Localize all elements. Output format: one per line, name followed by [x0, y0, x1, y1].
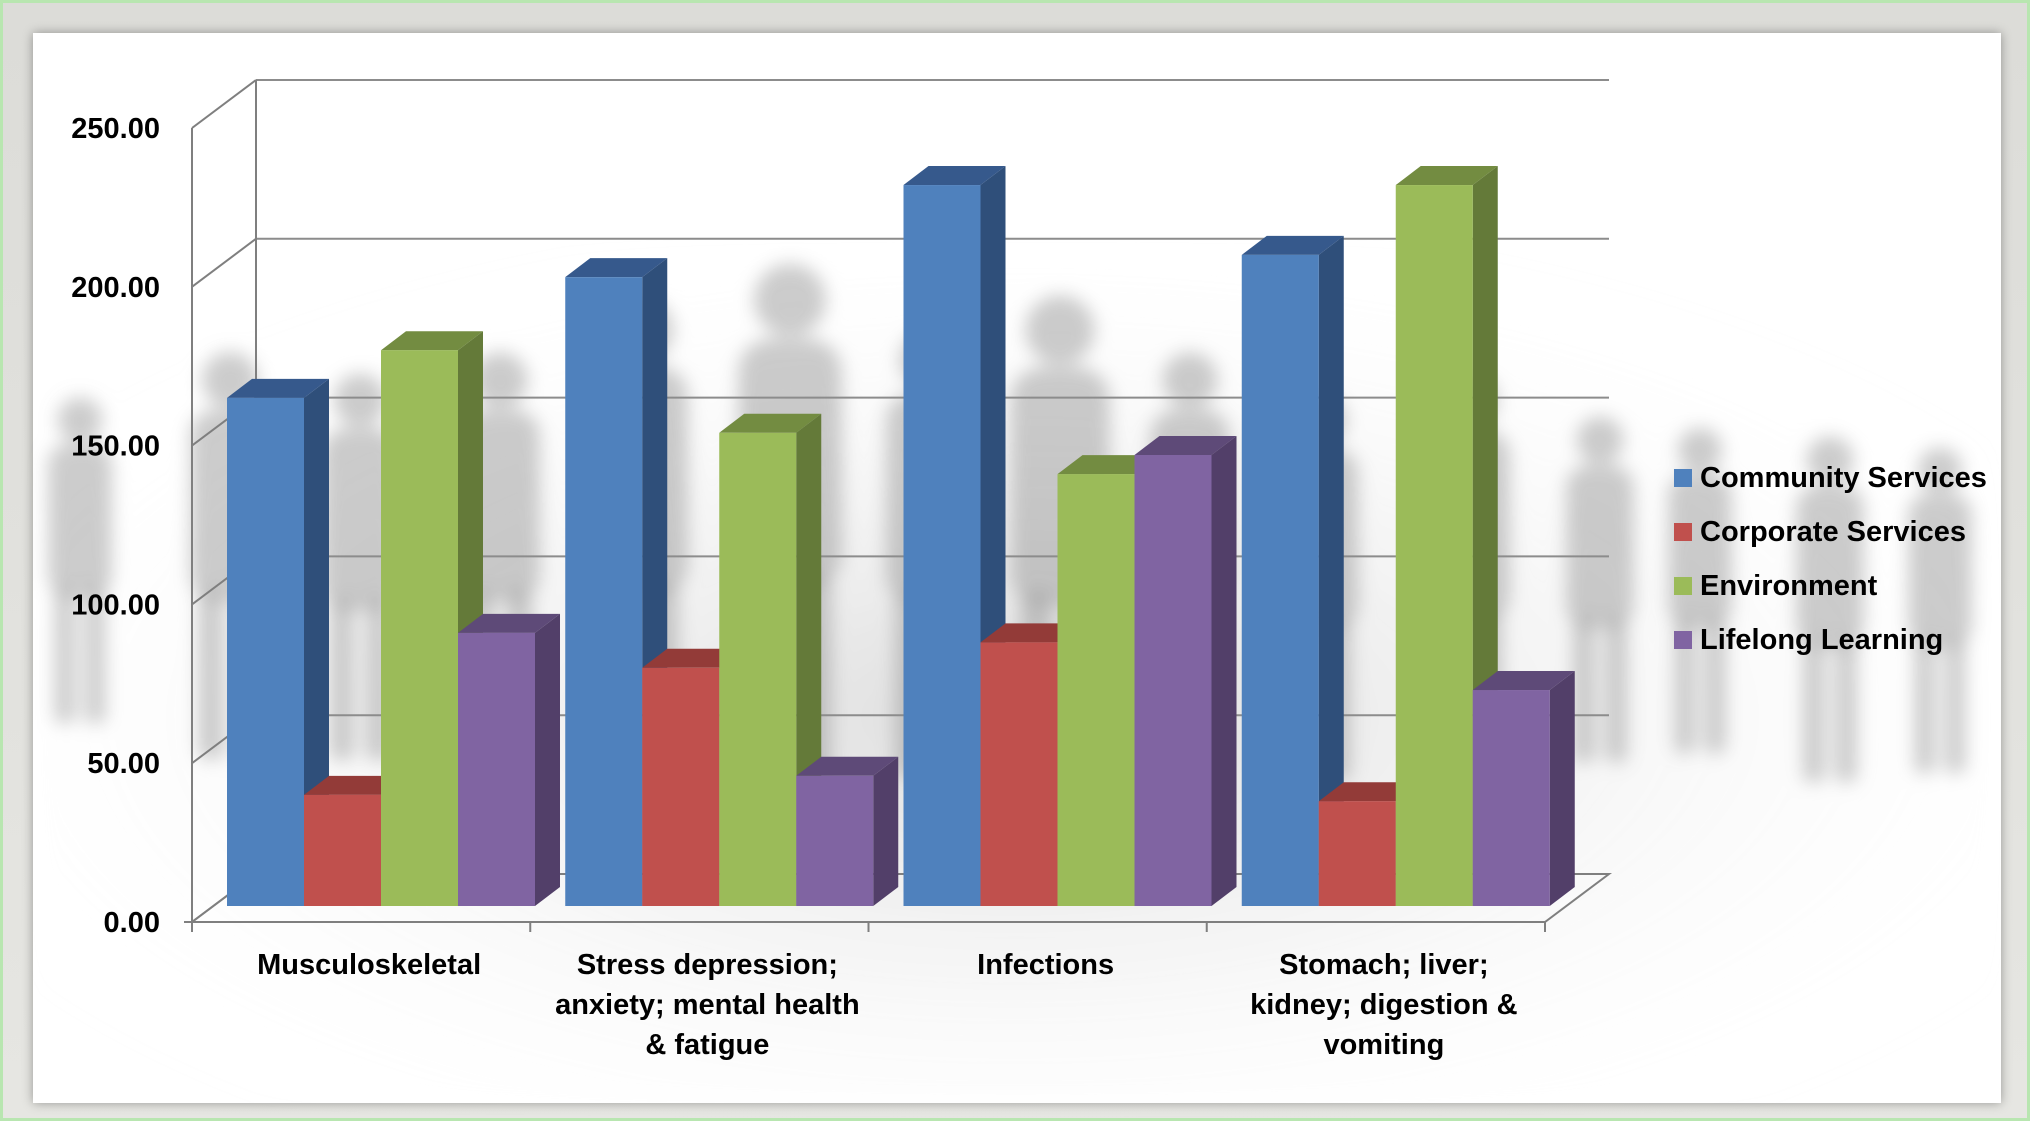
bar-top	[719, 413, 822, 433]
y-tick-label: 250.00	[71, 113, 160, 145]
bar-front	[1241, 254, 1319, 907]
y-tick-label: 0.00	[104, 907, 160, 939]
bar	[1241, 235, 1344, 907]
legend-label: Environment	[1700, 570, 1878, 602]
bars	[227, 166, 1575, 907]
bar-top	[1395, 166, 1498, 186]
legend-item: Community Services	[1674, 462, 1987, 494]
bar-top	[227, 378, 329, 398]
silhouette-figure	[48, 397, 112, 724]
bar-top	[1318, 782, 1421, 802]
y-tick-label: 50.00	[87, 748, 160, 780]
bar-side	[873, 756, 899, 906]
bar	[796, 756, 899, 906]
bar	[1395, 166, 1498, 907]
legend-swatch	[1674, 577, 1692, 595]
bar-top	[1057, 455, 1160, 475]
silhouette-figure	[1908, 447, 1972, 774]
legend-item: Environment	[1674, 570, 1878, 602]
y-tick-label: 200.00	[71, 272, 160, 304]
bar-front	[381, 350, 458, 906]
legend-label: Corporate Services	[1700, 516, 1966, 548]
x-category-label: Stress depression; anxiety; mental health…	[555, 949, 860, 1061]
legend-label: Community Services	[1700, 462, 1987, 494]
bar-top	[1241, 235, 1344, 255]
legend-item: Corporate Services	[1674, 516, 1966, 548]
bar-front	[227, 397, 304, 906]
bar-front	[1472, 690, 1550, 906]
bar-side	[1549, 671, 1575, 906]
side-wall-gridline	[191, 238, 257, 288]
bar-top	[903, 166, 1006, 186]
legend: Community Services Corporate Services Envi…	[1674, 462, 1987, 656]
bar-top	[304, 775, 406, 795]
bar-front	[1395, 185, 1473, 907]
y-tick-label: 100.00	[71, 589, 160, 621]
x-axis-category-labels: Musculoskeletal Stress depression; anxiety…	[257, 949, 1518, 1061]
bar-front	[1134, 455, 1212, 906]
bar-side	[1318, 235, 1344, 907]
bar-top	[565, 258, 668, 278]
legend-swatch	[1674, 523, 1692, 541]
bar-front	[1318, 801, 1396, 906]
x-category-label: Infections	[977, 949, 1114, 981]
bar-top	[1472, 671, 1575, 691]
silhouette-figure	[1566, 416, 1634, 763]
bar-side	[304, 378, 329, 907]
bar-top	[980, 623, 1083, 643]
bar-front	[980, 642, 1058, 906]
bar-front	[903, 185, 981, 907]
y-axis-tick-labels: 0.00 50.00 100.00 150.00 200.00 250.00	[71, 113, 160, 939]
bar-front	[565, 277, 643, 907]
bar-front	[796, 775, 874, 906]
bar-side	[1211, 436, 1237, 906]
bar-front	[304, 794, 381, 906]
bar	[1318, 782, 1421, 906]
x-category-label: Stomach; liver; kidney; digestion & vomiti…	[1250, 949, 1518, 1061]
legend-item: Lifelong Learning	[1674, 624, 1943, 656]
bar-front	[458, 632, 535, 906]
bar	[227, 378, 329, 907]
side-wall-gridline	[191, 79, 257, 129]
bar-top	[1134, 436, 1237, 456]
silhouette-figure	[1796, 436, 1864, 783]
y-tick-label: 150.00	[71, 431, 160, 463]
legend-swatch	[1674, 631, 1692, 649]
bar-side	[535, 613, 560, 906]
bar-front	[1057, 474, 1135, 906]
bar	[1134, 436, 1237, 906]
bar	[903, 166, 1006, 907]
bar-top	[796, 756, 899, 776]
bar-front	[719, 432, 797, 906]
legend-label: Lifelong Learning	[1700, 624, 1943, 656]
bar-top	[381, 331, 483, 351]
bar	[1472, 671, 1575, 906]
bar-top	[458, 613, 560, 633]
bar-front	[642, 667, 720, 906]
x-category-label: Musculoskeletal	[257, 949, 481, 981]
bar	[458, 613, 560, 906]
bar-top	[642, 648, 745, 668]
legend-swatch	[1674, 469, 1692, 487]
